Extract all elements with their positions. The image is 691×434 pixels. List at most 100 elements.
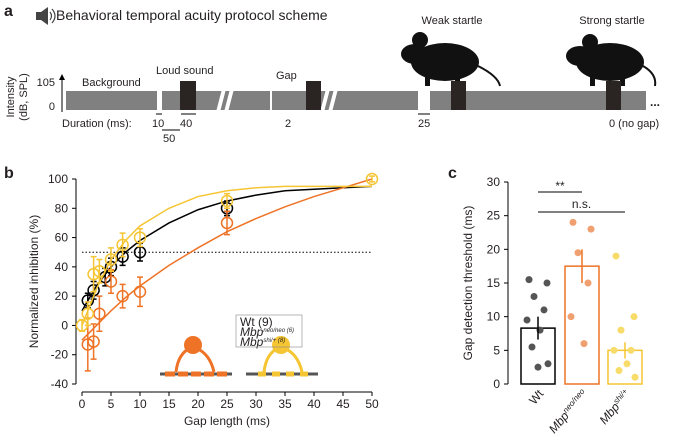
- data-point: [580, 340, 588, 348]
- data-point: [631, 373, 639, 381]
- y-axis-label: Normalized inhibition (%): [27, 215, 41, 348]
- label-main: Mbp: [240, 325, 264, 339]
- data-point: [104, 253, 118, 266]
- error-bar: [369, 175, 375, 183]
- data-point: [87, 335, 100, 348]
- legend-entry: Mbpshi/+ (8): [240, 335, 285, 349]
- x-tick-label: Mbpneo/neo: [546, 387, 591, 434]
- data-point: [544, 360, 552, 368]
- y-axis-label: Gap detection threshold (ms): [461, 206, 475, 361]
- y-tick-label: 5: [493, 343, 500, 357]
- data-point: [365, 172, 379, 186]
- data-point: [534, 363, 542, 371]
- y-tick-label: 40: [55, 260, 69, 274]
- label-sup: neo/neo: [561, 387, 587, 415]
- background-label: Background: [82, 77, 141, 89]
- error-bar: [224, 210, 230, 236]
- data-point: [220, 216, 234, 230]
- gap-label: Gap: [276, 70, 297, 82]
- label-sup: shi/+ (8): [263, 338, 285, 344]
- label-main: Mbp: [240, 335, 264, 349]
- significance: **: [555, 179, 565, 193]
- data-point: [116, 289, 129, 303]
- x-tick-label: 35: [278, 397, 292, 411]
- duration: 2: [285, 118, 291, 130]
- x-tick-label: Mbpshi/+: [597, 387, 634, 427]
- x-tick-label: 20: [191, 397, 205, 411]
- label-main: Wt: [526, 386, 547, 407]
- data-point: [569, 218, 577, 226]
- duration: 50: [163, 133, 175, 145]
- duration-label: Duration (ms):: [62, 118, 132, 130]
- data-point: [220, 194, 234, 208]
- data-point: [574, 249, 582, 257]
- x-axis-label: Gap length (ms): [184, 414, 270, 428]
- data-point: [627, 346, 635, 354]
- mouse: [566, 34, 657, 87]
- y-tick-label: 0: [493, 377, 500, 391]
- data-point: [116, 238, 129, 252]
- legend-entry: Wt (9): [240, 315, 273, 329]
- y-bottom: 0: [49, 101, 55, 113]
- mouse: [401, 32, 501, 87]
- duration: 0 (no gap): [609, 118, 659, 130]
- data-point: [133, 231, 147, 244]
- title: Behavioral temporal acuity protocol sche…: [56, 7, 328, 23]
- data-point: [612, 252, 620, 260]
- loud-label: Loud sound: [156, 65, 214, 77]
- error-bar: [90, 255, 97, 293]
- strong-label: Strong startle: [579, 15, 644, 27]
- data-point: [104, 275, 118, 288]
- y-label: Intensity: [5, 76, 17, 117]
- ellipsis: ...: [650, 95, 660, 109]
- error-bar: [96, 295, 103, 333]
- legend-entry: Mbpneo/neo (6): [240, 325, 294, 339]
- x-tick-label: 50: [365, 397, 379, 411]
- x-tick-label: 10: [133, 397, 147, 411]
- y-tick-label: 25: [487, 209, 501, 223]
- speaker-icon: [36, 7, 56, 25]
- data-point: [530, 292, 538, 300]
- data-point: [523, 316, 531, 324]
- x-tick-label: 5: [108, 397, 115, 411]
- data-point: [528, 343, 536, 351]
- error-bar: [90, 323, 97, 360]
- data-point: [630, 313, 638, 321]
- data-point: [587, 225, 595, 233]
- panel-label: c: [448, 165, 457, 182]
- duration: 40: [180, 118, 192, 130]
- error-bar: [137, 276, 143, 308]
- x-tick-label: 40: [307, 397, 321, 411]
- error-bar: [119, 232, 126, 258]
- data-point: [133, 285, 147, 298]
- panel-label: b: [4, 165, 14, 182]
- data-point: [525, 276, 533, 284]
- y-tick-label: 100: [48, 172, 68, 186]
- legend-box: [235, 314, 303, 348]
- data-point: [540, 306, 548, 314]
- error-bar: [108, 247, 114, 272]
- y-tick-label: -20: [51, 348, 69, 362]
- data-point: [623, 360, 631, 368]
- weak-label: Weak startle: [422, 15, 483, 27]
- y-tick-label: 20: [55, 289, 69, 303]
- y-label: (dB, SPL): [18, 73, 30, 121]
- y-tick-label: 30: [487, 175, 501, 189]
- data-point: [567, 313, 575, 321]
- label-sup: shi/+: [612, 387, 630, 406]
- x-tick-label: 25: [220, 397, 234, 411]
- x-tick-label: 30: [249, 397, 263, 411]
- data-point: [81, 307, 95, 320]
- label-sup: neo/neo (6): [263, 328, 294, 334]
- data-point: [543, 279, 551, 287]
- error-bar: [119, 283, 126, 309]
- y-tick-label: 60: [55, 231, 69, 245]
- protocol: [59, 74, 646, 131]
- significance: n.s.: [572, 197, 591, 211]
- duration: 10: [152, 118, 164, 130]
- fit-curve: [81, 178, 373, 341]
- data-point: [615, 367, 623, 375]
- x-tick-label: 0: [79, 397, 86, 411]
- y-tick-label: 80: [55, 201, 69, 215]
- x-tick-label: 45: [336, 397, 350, 411]
